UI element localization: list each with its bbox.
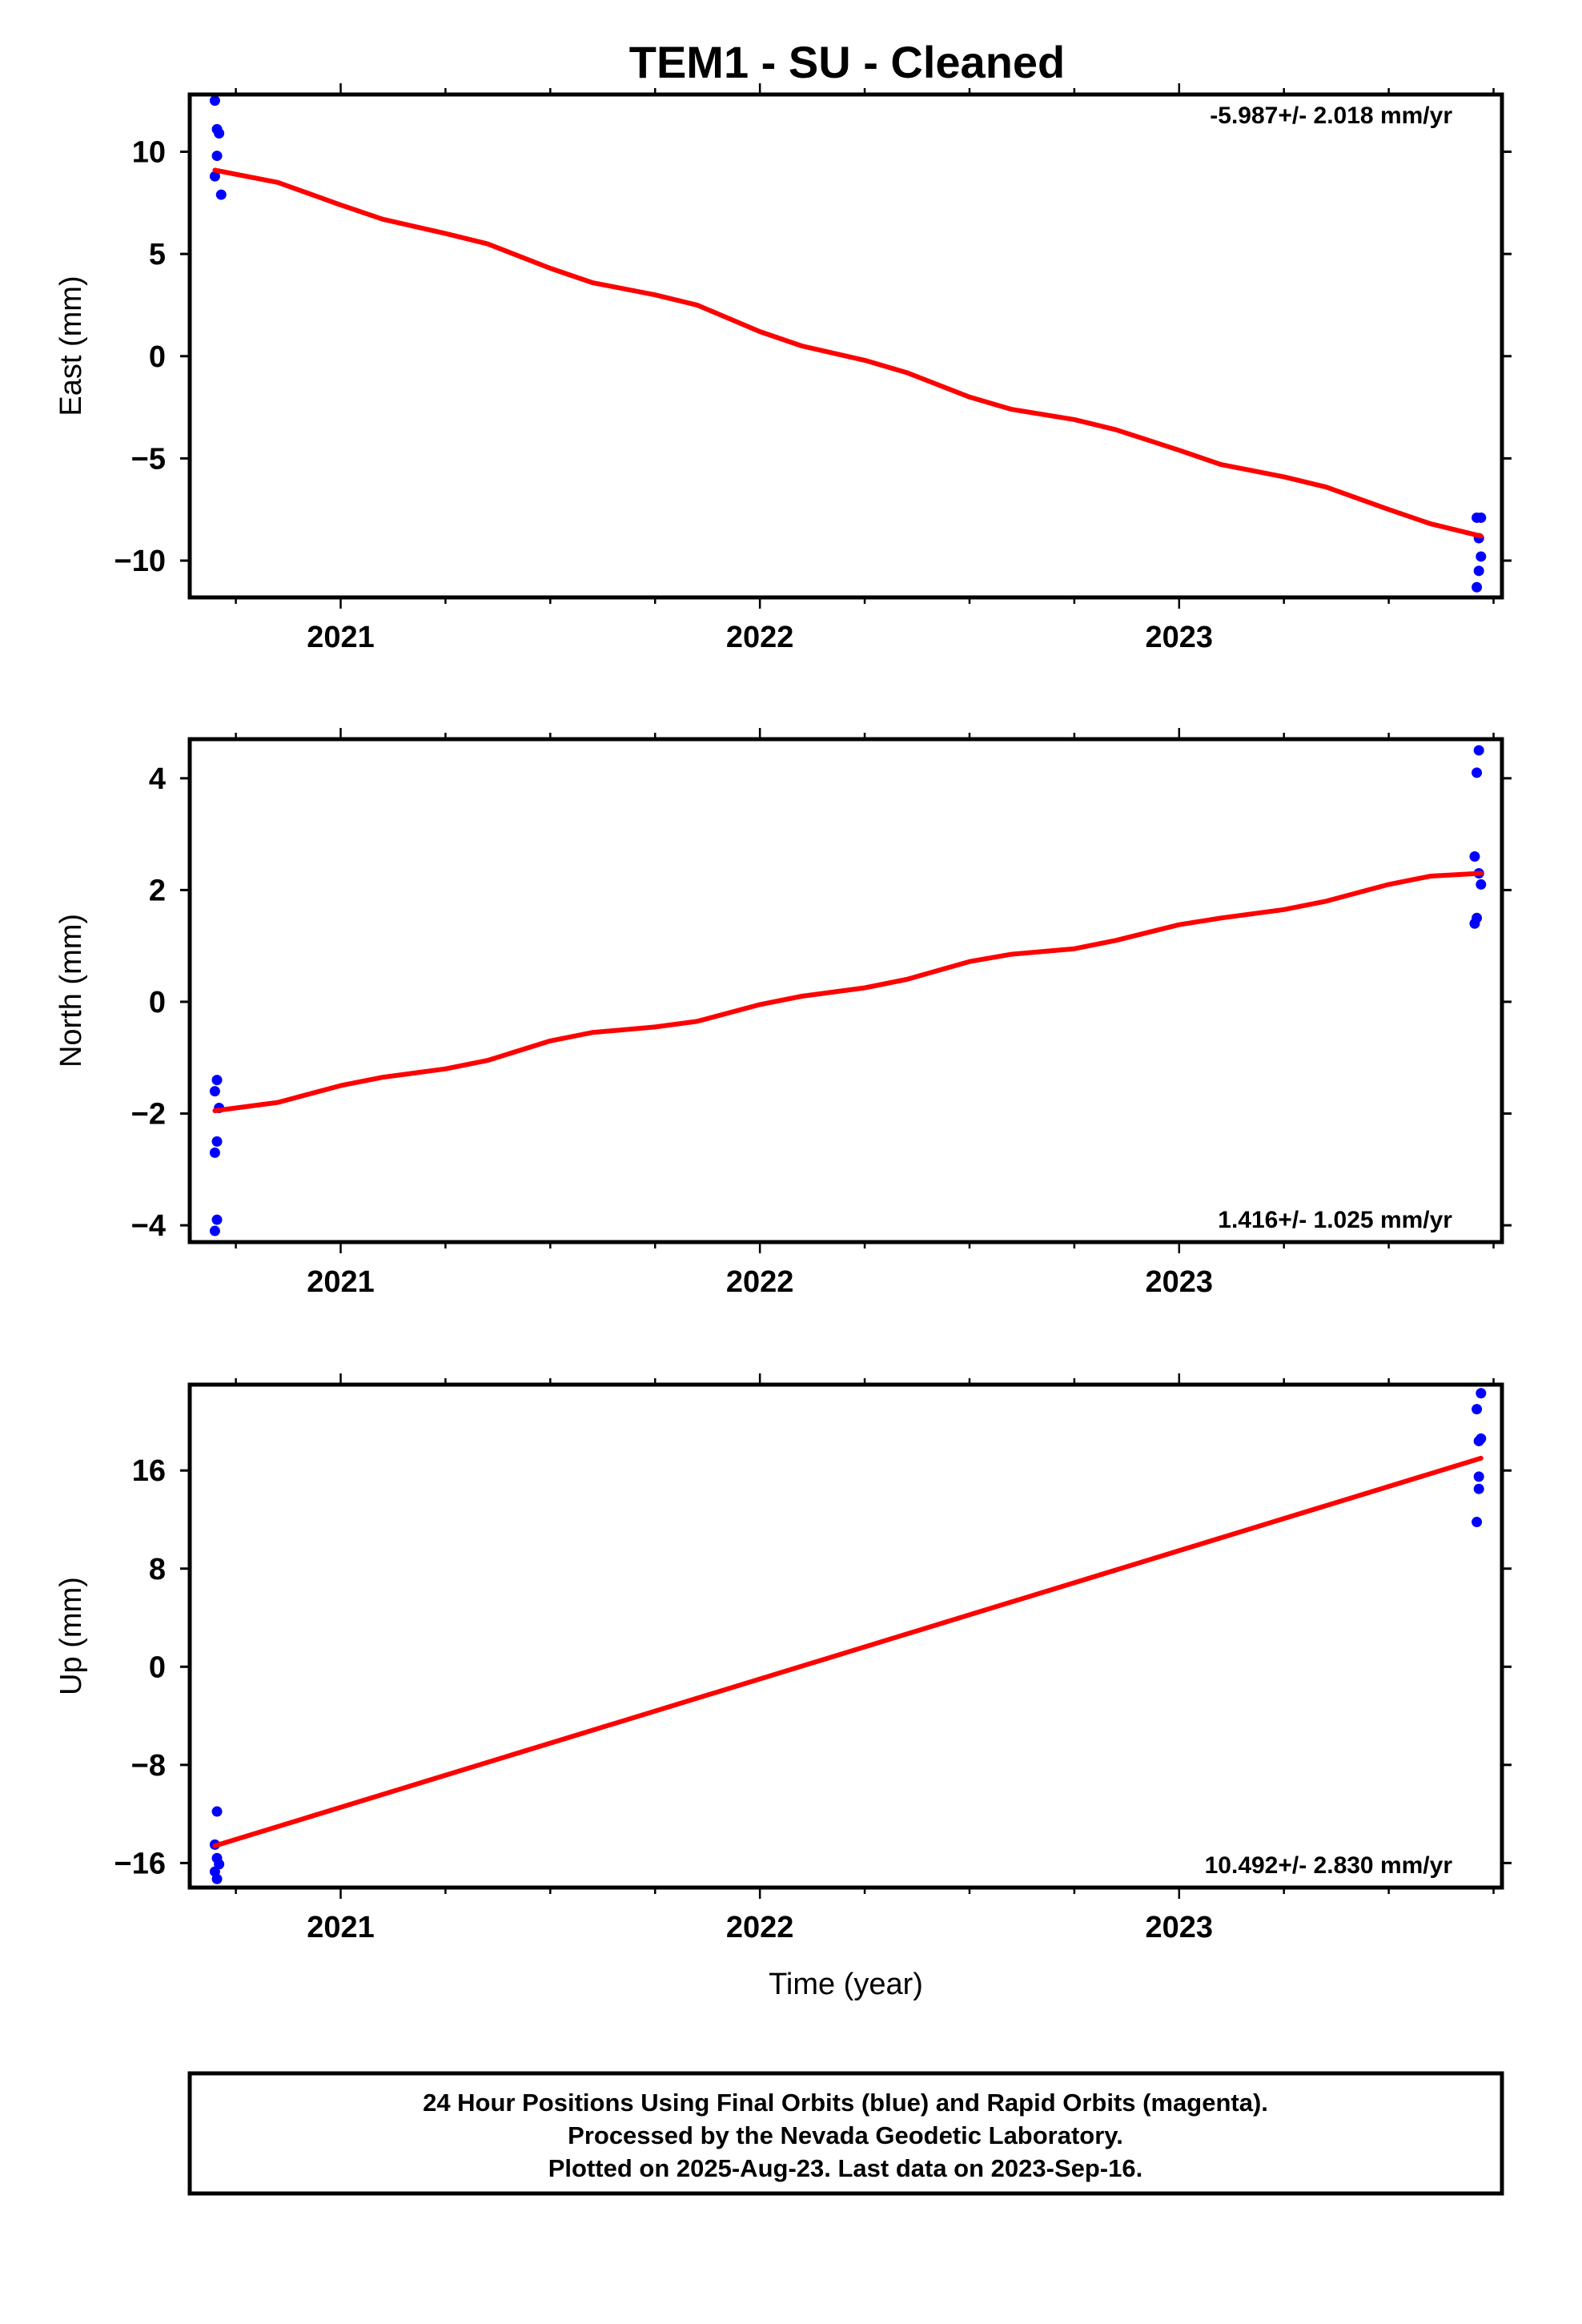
footer-frame: [187, 2071, 1504, 2196]
y-tick-label: −4: [131, 1209, 166, 1243]
x-axis-label: Time (year): [769, 1968, 923, 2001]
y-tick-label: −2: [131, 1098, 166, 1132]
figure-title: TEM1 - SU - Cleaned: [629, 37, 1066, 87]
panel-north: −4 −2 0 2 4 2021 2022 2023 North (mm) 1.416+/- 1.…: [54, 728, 1512, 1299]
data-point: [1473, 745, 1484, 756]
panel-up: −16 −8 0 8 16 2021 2022 2023 Up (mm) Time (year) 1…: [54, 1373, 1512, 2001]
rate-annotation: -5.987+/- 2.018 mm/yr: [1210, 103, 1452, 129]
y-tick-label: 0: [149, 340, 166, 374]
data-point: [1473, 1435, 1484, 1446]
data-point: [215, 189, 227, 200]
data-point: [211, 151, 223, 162]
rate-annotation: 10.492+/- 2.830 mm/yr: [1205, 1852, 1453, 1879]
data-point: [214, 128, 225, 139]
x-tick-label: 2021: [307, 1265, 375, 1299]
data-point: [1476, 879, 1487, 890]
data-point: [211, 1806, 223, 1817]
y-tick-label: −8: [131, 1749, 166, 1783]
data-point: [1472, 1404, 1483, 1415]
data-point: [1473, 1483, 1484, 1494]
data-point: [1469, 851, 1480, 862]
footer-line-2: Processed by the Nevada Geodetic Laborat…: [568, 2121, 1123, 2149]
data-point: [1472, 767, 1483, 778]
y-axis-label: East (mm): [54, 275, 88, 416]
y-tick-label: 0: [149, 1651, 166, 1684]
data-point: [1472, 1517, 1483, 1528]
data-point: [209, 95, 220, 107]
data-point: [209, 171, 220, 182]
fit-line: [212, 167, 1484, 539]
data-point: [1473, 1471, 1484, 1482]
y-tick-label: 2: [149, 874, 166, 907]
data-point: [1476, 512, 1487, 523]
x-tick-label: 2021: [307, 1911, 375, 1944]
data-point: [209, 1225, 220, 1236]
plot-frame: [187, 92, 1504, 600]
y-tick-label: −10: [114, 545, 166, 578]
y-tick-label: −16: [114, 1847, 166, 1880]
data-point: [1473, 565, 1484, 577]
y-tick-label: 16: [132, 1454, 166, 1488]
footer-box: 24 Hour Positions Using Final Orbits (bl…: [187, 2071, 1504, 2196]
x-tick-label: 2023: [1146, 621, 1214, 654]
data-point: [1476, 1388, 1487, 1399]
fit-line: [212, 1455, 1484, 1848]
x-tick-label: 2021: [307, 621, 375, 654]
y-tick-label: 0: [149, 986, 166, 1019]
y-tick-label: −5: [131, 442, 166, 476]
panel-east: −10 −5 0 5 10 2021 2022 2023 East (mm) -5.987+/- …: [54, 83, 1512, 654]
plot-frame: [187, 1382, 1504, 1890]
fit-line: [212, 870, 1484, 1113]
plot-frame: [187, 737, 1504, 1244]
y-tick-label: 5: [149, 238, 166, 271]
data-point: [209, 1086, 220, 1097]
data-point: [1469, 918, 1480, 929]
data-point: [211, 1214, 223, 1225]
data-point: [211, 1075, 223, 1086]
y-tick-label: 10: [132, 135, 166, 169]
x-tick-label: 2022: [726, 1911, 794, 1944]
x-tick-label: 2022: [726, 1265, 794, 1299]
data-point: [211, 1136, 223, 1147]
data-point: [211, 1873, 223, 1884]
x-tick-label: 2023: [1146, 1911, 1214, 1944]
y-tick-label: 4: [149, 762, 166, 796]
data-point: [209, 1147, 220, 1158]
footer-line-1: 24 Hour Positions Using Final Orbits (bl…: [423, 2089, 1268, 2117]
x-tick-label: 2022: [726, 621, 794, 654]
rate-annotation: 1.416+/- 1.025 mm/yr: [1218, 1207, 1452, 1233]
y-axis-label: North (mm): [54, 914, 88, 1068]
footer-line-3: Plotted on 2025-Aug-23. Last data on 202…: [548, 2154, 1142, 2182]
data-point: [1476, 551, 1487, 562]
y-tick-label: 8: [149, 1553, 166, 1586]
y-axis-label: Up (mm): [54, 1577, 88, 1695]
data-point: [1472, 581, 1483, 593]
x-tick-label: 2023: [1146, 1265, 1214, 1299]
